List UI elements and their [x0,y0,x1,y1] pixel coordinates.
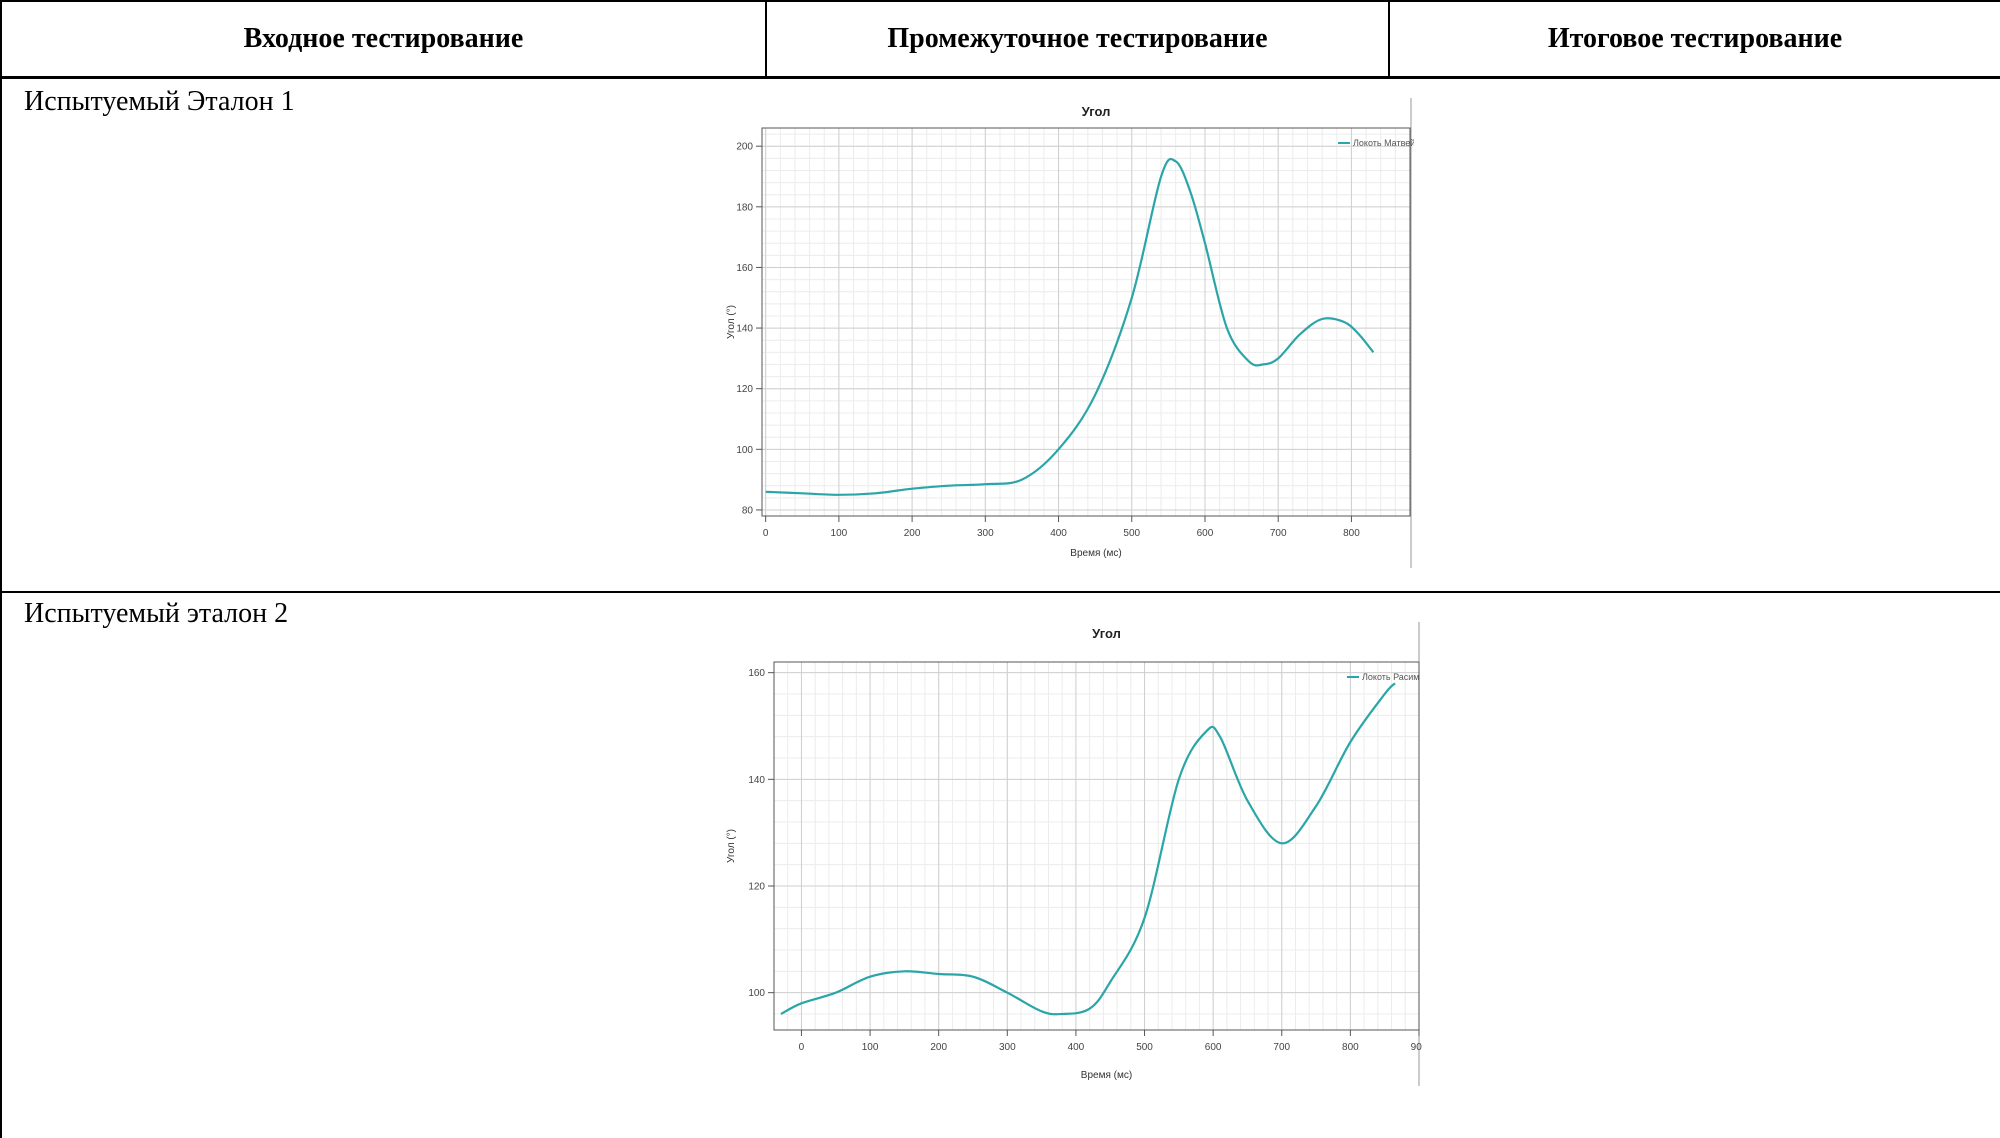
table-left-border [0,0,2,1138]
y-tick-label: 160 [736,263,753,274]
angle-chart-1-svg: 0 100 200 300 400 500 600 700 800 80 100 120 140 160 1… [726,98,1414,568]
x-tick-label: 800 [1343,528,1360,539]
y-tick-label: 100 [736,445,753,456]
legend-label: Локоть Расим [1362,672,1420,682]
header-cell-intermediate-testing: Промежуточное тестирование [887,23,1268,54]
header-cell-input-testing: Входное тестирование [243,23,524,54]
y-tick-label: 200 [736,142,753,153]
y-tick-label: 180 [736,202,753,213]
x-axis-label: Время (мс) [1070,548,1121,559]
y-axis-label: Угол (°) [726,305,737,339]
header-col-divider-2 [1388,0,1390,78]
x-tick-label: 500 [1136,1042,1153,1053]
angle-chart-2-svg: 0 100 200 300 400 500 600 700 800 900 100 120 140 160… [726,622,1422,1086]
y-axis-label: Угол (°) [726,829,737,863]
row-divider [0,591,2000,593]
x-tick-label: 600 [1205,1042,1222,1053]
legend-label: Локоть Матвей [1353,138,1414,148]
chart-title: Угол [1082,104,1111,119]
y-tick-label: 160 [748,668,765,679]
angle-chart-2: 0 100 200 300 400 500 600 700 800 900 100 120 140 160… [722,622,1422,1086]
x-tick-label: 600 [1197,528,1214,539]
x-tick-label: 800 [1342,1042,1359,1053]
plot-area-border [773,661,1420,1031]
header-cell-final-testing: Итоговое тестирование [1547,23,1843,54]
x-tick-label: 0 [799,1042,805,1053]
plot-area-border [761,127,1411,517]
x-axis-label: Время (мс) [1081,1070,1132,1081]
x-tick-label: 0 [763,528,769,539]
series-line-1 [765,157,1375,496]
y-tick-label: 140 [748,775,765,786]
x-tick-label: 200 [930,1042,947,1053]
y-tick-label: 80 [742,505,754,516]
x-tick-label: 200 [904,528,921,539]
x-tick-label: 300 [977,528,994,539]
header-col-divider-1 [765,0,767,78]
y-tick-label: 120 [736,384,753,395]
header-bottom-border [0,76,2000,79]
x-tick-label: 700 [1270,528,1287,539]
x-tick-label: 100 [831,528,848,539]
x-tick-label: 500 [1123,528,1140,539]
chart-title: Угол [1092,626,1121,641]
x-tick-label: 700 [1273,1042,1290,1053]
angle-chart-1: 0 100 200 300 400 500 600 700 800 80 100 120 140 160 1… [722,98,1414,568]
row-label-subject-2: Испытуемый эталон 2 [24,598,289,629]
table-top-border [0,0,2000,2]
row-label-subject-1: Испытуемый Эталон 1 [24,86,295,117]
y-tick-label: 120 [748,882,765,893]
y-tick-label: 100 [748,988,765,999]
y-tick-label: 140 [736,324,753,335]
x-tick-label: 400 [1068,1042,1085,1053]
x-tick-label: 400 [1050,528,1067,539]
x-tick-label: 900 [1411,1042,1422,1053]
x-tick-label: 100 [862,1042,879,1053]
x-tick-label: 300 [999,1042,1016,1053]
series-line-1 [780,682,1396,1016]
